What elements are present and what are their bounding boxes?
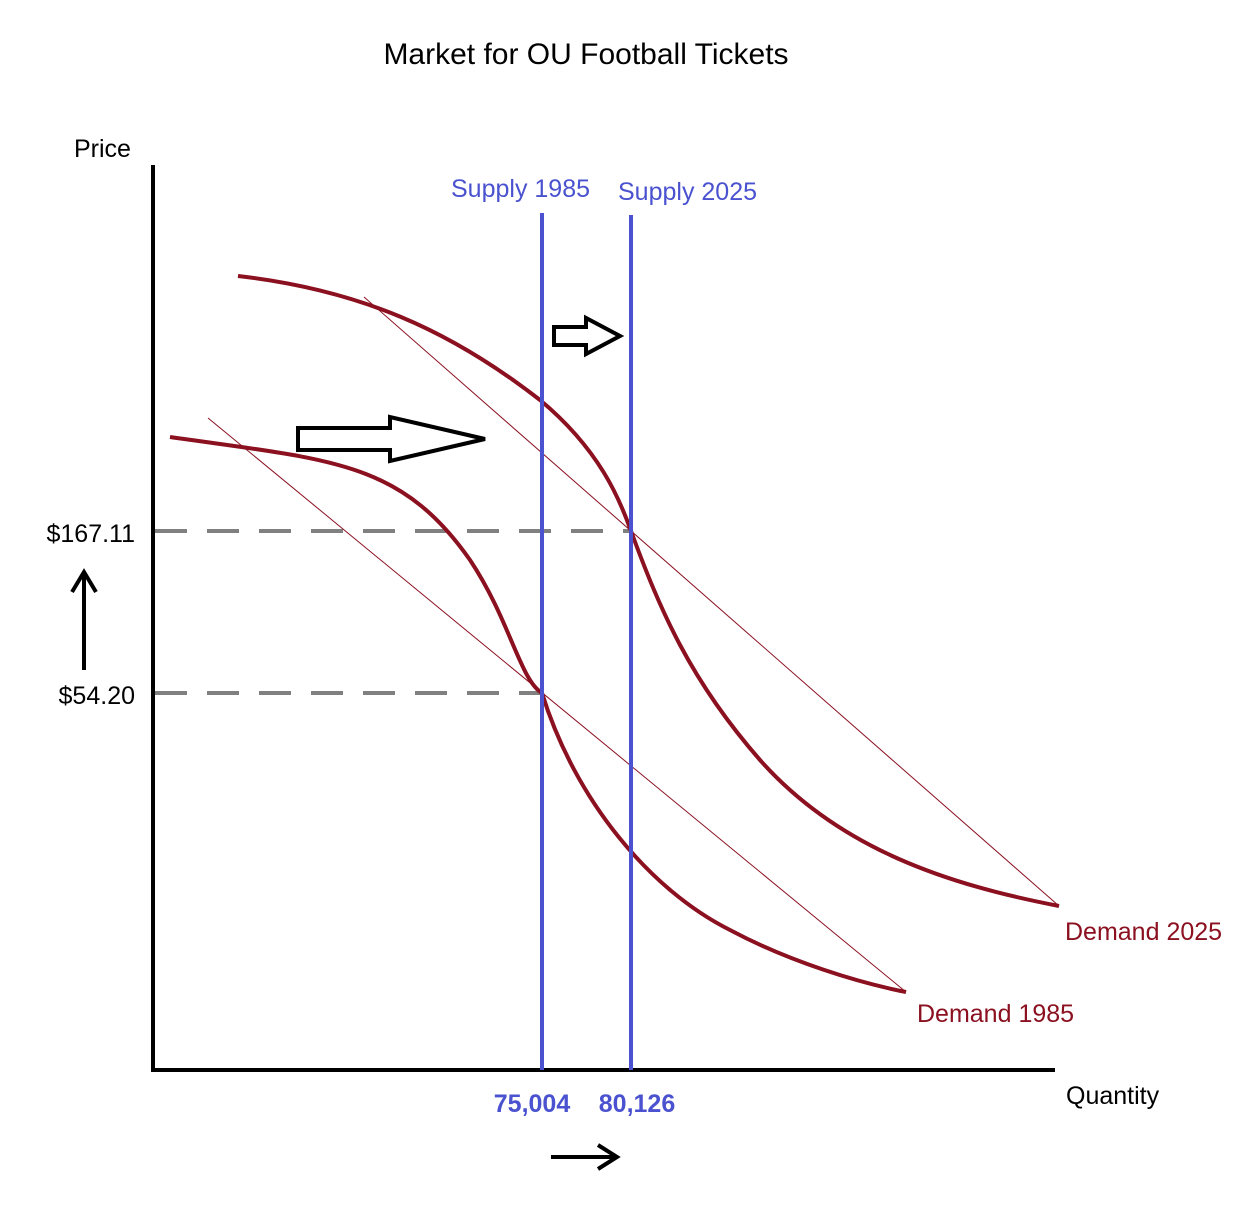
x-axis-label: Quantity	[1066, 1082, 1160, 1110]
price-label-high: $167.11	[46, 520, 135, 548]
supply-1985-label: Supply 1985	[451, 175, 590, 203]
price-increase-arrow-icon	[70, 568, 98, 670]
demand-2025-linear-guide	[363, 296, 1060, 907]
demand-shift-arrow-icon	[296, 414, 486, 464]
quantity-label-2025: 80,126	[599, 1090, 675, 1118]
price-label-low: $54.20	[59, 682, 135, 710]
demand-1985-curve	[169, 435, 907, 994]
quantity-increase-arrow-icon	[551, 1143, 621, 1171]
y-axis-label: Price	[74, 135, 131, 163]
demand-1985-linear-guide	[207, 417, 907, 993]
supply-shift-arrow-icon	[552, 314, 625, 358]
demand-2025-label: Demand 2025	[1065, 918, 1222, 946]
demand-2025-curve	[237, 274, 1060, 908]
demand-1985-label: Demand 1985	[917, 1000, 1074, 1028]
quantity-label-1985: 75,004	[494, 1090, 571, 1118]
chart-title: Market for OU Football Tickets	[383, 38, 788, 71]
supply-2025-label: Supply 2025	[618, 178, 757, 206]
